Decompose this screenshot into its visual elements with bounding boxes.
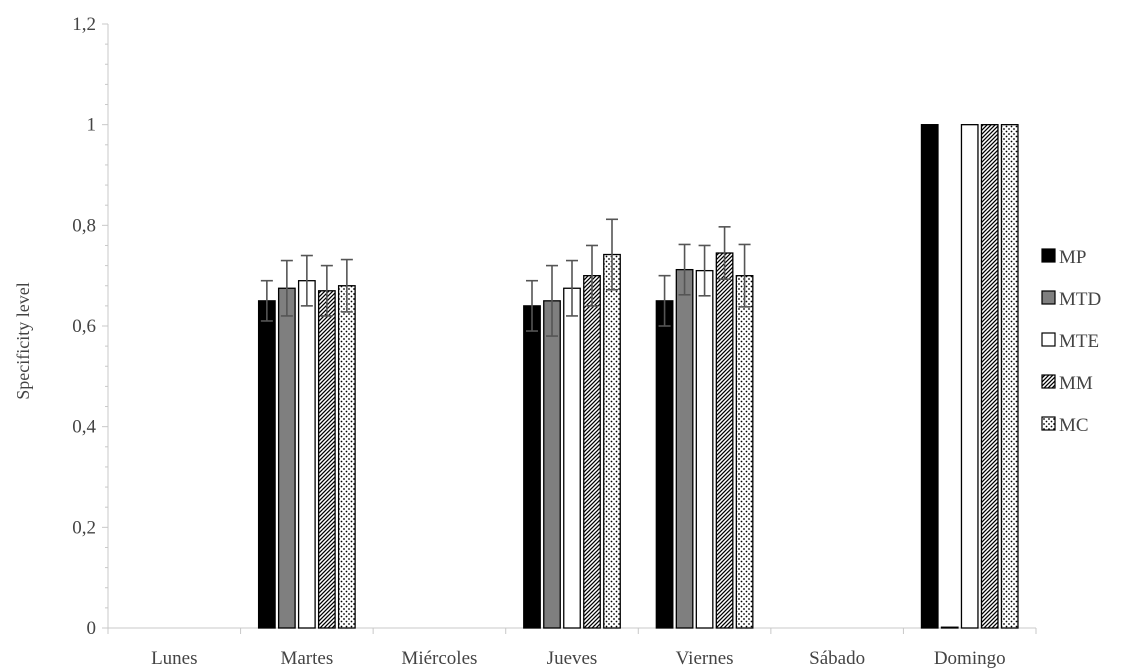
x-tick-label: Miércoles <box>401 648 477 669</box>
y-tick-label: 0,6 <box>72 316 96 337</box>
x-tick-label: Viernes <box>676 648 734 669</box>
legend: MP MTD MTE MM MC <box>1041 247 1101 436</box>
legend-label-mc: MC <box>1059 415 1089 436</box>
bar-mtd-domingo <box>940 626 959 629</box>
x-tick-label: Martes <box>280 648 333 669</box>
bar-mc-jueves <box>603 253 621 629</box>
bar-mc-viernes <box>735 275 754 629</box>
bar-mp-domingo <box>920 124 939 629</box>
y-axis-label: Specificity level <box>13 282 33 399</box>
legend-label-mm: MM <box>1059 373 1093 394</box>
x-tick-label: Lunes <box>151 648 197 669</box>
y-tick-label: 1,2 <box>72 14 96 35</box>
y-tick-label: 1 <box>87 115 97 136</box>
x-tick-label: Domingo <box>934 648 1006 669</box>
error-bars <box>260 218 751 337</box>
bar-mtd-martes <box>277 287 296 629</box>
bar-mm-martes <box>317 290 336 629</box>
legend-label-mp: MP <box>1059 247 1086 268</box>
legend-label-mtd: MTD <box>1059 289 1101 310</box>
bar-mtd-jueves <box>543 300 561 629</box>
legend-swatch-mm <box>1041 374 1056 389</box>
y-tick-label: 0 <box>87 618 97 639</box>
x-tick-label: Jueves <box>547 648 598 669</box>
legend-swatch-mtd <box>1041 290 1056 305</box>
bar-mc-martes <box>337 285 356 629</box>
bar-mte-viernes <box>695 269 714 629</box>
bar-mte-domingo <box>960 124 979 629</box>
bar-mp-martes <box>257 300 276 629</box>
y-tick-label: 0,2 <box>72 517 96 538</box>
bars <box>257 124 1019 629</box>
legend-swatch-mte <box>1041 332 1056 347</box>
legend-swatch-mp <box>1041 248 1056 263</box>
bar-mm-jueves <box>583 275 601 629</box>
bar-mte-jueves <box>563 287 581 629</box>
x-tick-label: Sábado <box>809 648 865 669</box>
bar-mtd-viernes <box>675 268 694 629</box>
bar-mm-domingo <box>980 124 999 629</box>
y-tick-label: 0,8 <box>72 215 96 236</box>
legend-swatch-mc <box>1041 416 1056 431</box>
bar-mm-viernes <box>715 252 734 629</box>
bar-mp-jueves <box>523 305 541 629</box>
bar-mte-martes <box>297 280 316 629</box>
legend-label-mte: MTE <box>1059 331 1099 352</box>
axes: 0 0,2 0,4 0,6 0,8 1 1,2 Lunes Martes Miércoles Jue… <box>72 14 1037 669</box>
bar-mc-domingo <box>1000 124 1019 629</box>
bar-mp-viernes <box>655 300 674 629</box>
y-tick-label: 0,4 <box>72 417 96 438</box>
